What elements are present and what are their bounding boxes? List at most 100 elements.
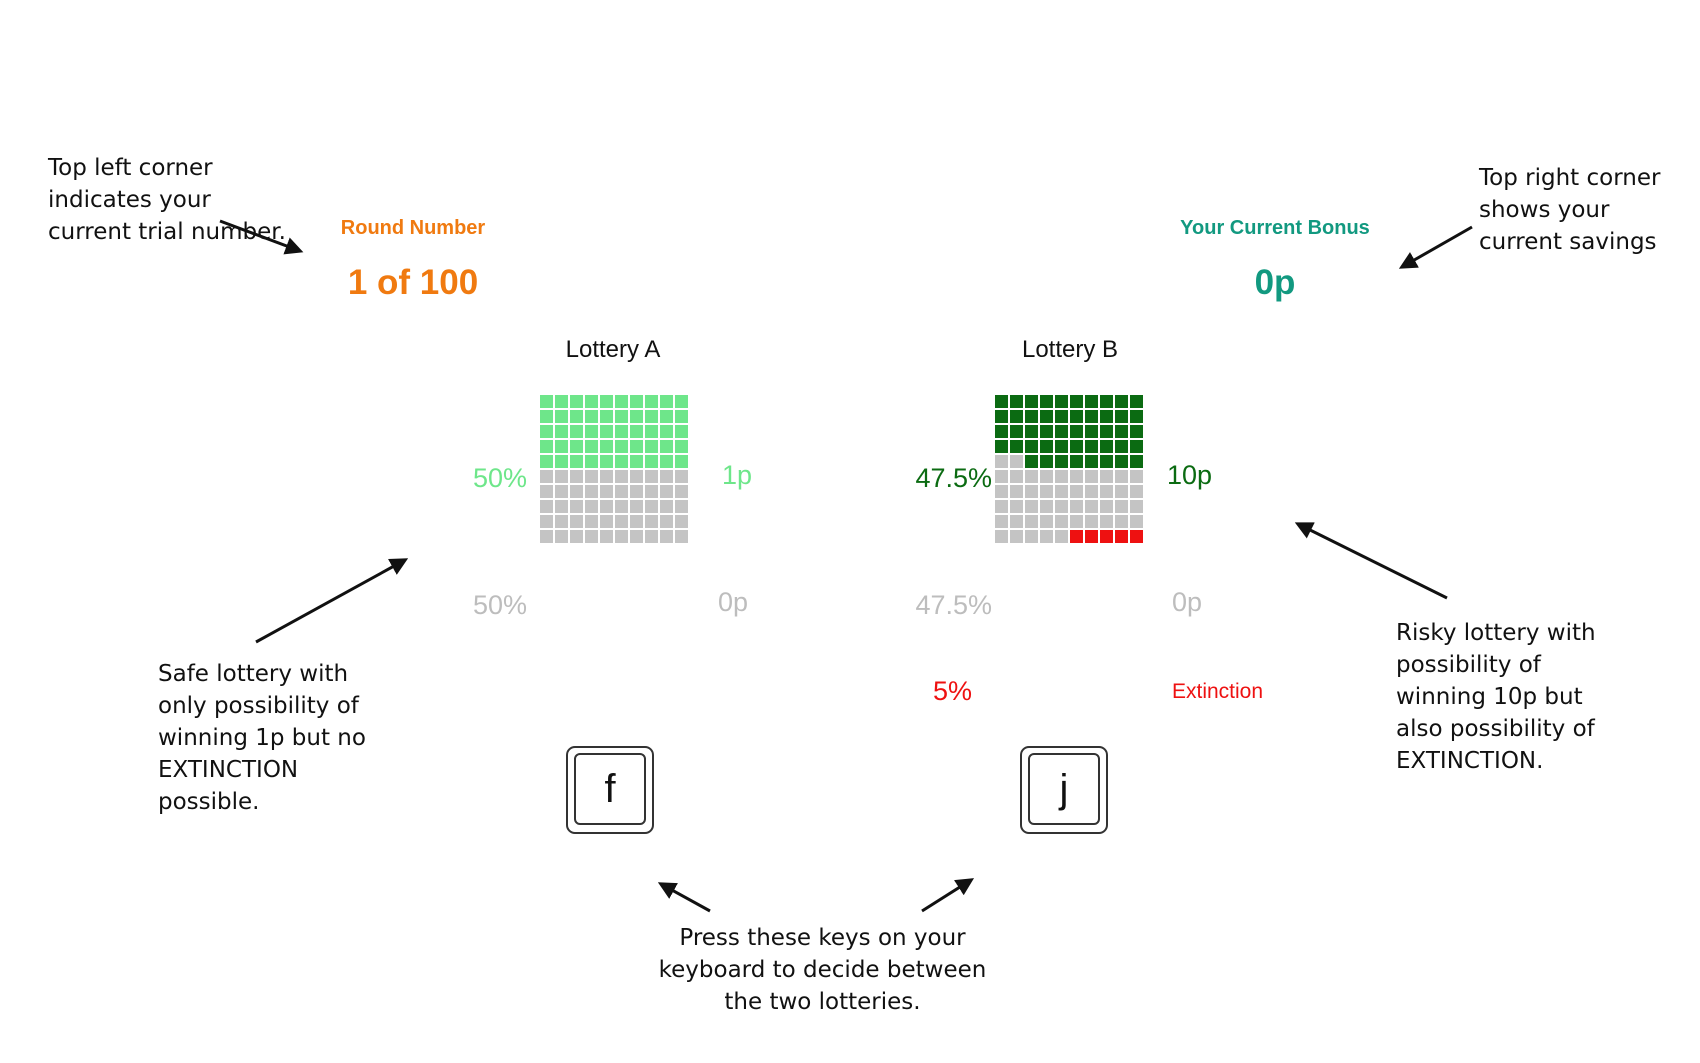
grid-cell-lose — [675, 470, 688, 483]
grid-cell-win — [555, 425, 568, 438]
grid-cell-win — [1070, 425, 1083, 438]
grid-cell-lose — [1130, 485, 1143, 498]
grid-cell-lose — [675, 500, 688, 513]
grid-cell-win — [1070, 395, 1083, 408]
grid-cell-win — [600, 455, 613, 468]
grid-cell-lose — [615, 470, 628, 483]
grid-cell-lose — [645, 500, 658, 513]
grid-cell-lose — [1040, 470, 1053, 483]
grid-cell-lose — [1085, 485, 1098, 498]
grid-cell-win — [1040, 410, 1053, 423]
grid-cell-lose — [1025, 485, 1038, 498]
lottery-b-win-amount: 10p — [1167, 460, 1213, 490]
grid-cell-win — [540, 410, 553, 423]
grid-cell-win — [1025, 425, 1038, 438]
note-keys: Press these keys on your keyboard to dec… — [658, 925, 987, 1015]
grid-cell-lose — [645, 485, 658, 498]
lottery-a-lose-pct: 50% — [472, 590, 527, 620]
current-bonus-label: Your Current Bonus — [1180, 217, 1370, 239]
grid-cell-win — [1040, 395, 1053, 408]
grid-cell-lose — [600, 485, 613, 498]
grid-cell-win — [1010, 440, 1023, 453]
grid-cell-lose — [1040, 530, 1053, 543]
grid-cell-win — [1115, 410, 1128, 423]
lottery-a-lose-amount: 0p — [718, 587, 749, 617]
grid-cell-win — [540, 455, 553, 468]
grid-cell-lose — [540, 500, 553, 513]
grid-cell-win — [615, 455, 628, 468]
grid-cell-lose — [1040, 485, 1053, 498]
grid-cell-win — [645, 440, 658, 453]
j-key[interactable]: j — [1020, 746, 1108, 834]
grid-cell-win — [630, 425, 643, 438]
grid-cell-lose — [600, 515, 613, 528]
grid-cell-win — [1115, 455, 1128, 468]
grid-cell-lose — [555, 485, 568, 498]
grid-cell-win — [630, 410, 643, 423]
grid-cell-lose — [570, 485, 583, 498]
grid-cell-win — [1100, 455, 1113, 468]
grid-cell-win — [570, 395, 583, 408]
grid-cell-win — [600, 425, 613, 438]
note-top-right: Top right corner shows your current savi… — [1479, 165, 1661, 255]
grid-cell-win — [1040, 440, 1053, 453]
grid-cell-lose — [995, 455, 1008, 468]
grid-cell-lose — [1130, 500, 1143, 513]
grid-cell-lose — [1055, 470, 1068, 483]
f-key[interactable]: f — [566, 746, 654, 834]
grid-cell-win — [660, 440, 673, 453]
grid-cell-win — [1085, 455, 1098, 468]
grid-cell-lose — [675, 530, 688, 543]
grid-cell-lose — [645, 515, 658, 528]
grid-cell-extinction — [1070, 530, 1083, 543]
grid-cell-win — [555, 440, 568, 453]
grid-cell-lose — [660, 515, 673, 528]
grid-cell-lose — [1115, 515, 1128, 528]
grid-cell-lose — [675, 485, 688, 498]
grid-cell-lose — [1010, 470, 1023, 483]
grid-cell-lose — [1010, 455, 1023, 468]
arrow-risky — [1294, 522, 1448, 600]
grid-cell-lose — [1100, 500, 1113, 513]
round-number-value: 1 of 100 — [347, 263, 479, 302]
grid-cell-win — [1055, 455, 1068, 468]
grid-cell-lose — [1100, 470, 1113, 483]
grid-cell-lose — [540, 515, 553, 528]
grid-cell-win — [1130, 425, 1143, 438]
grid-cell-win — [1085, 410, 1098, 423]
grid-cell-lose — [660, 485, 673, 498]
grid-cell-lose — [1010, 500, 1023, 513]
grid-cell-lose — [585, 515, 598, 528]
grid-cell-lose — [570, 500, 583, 513]
grid-cell-win — [615, 425, 628, 438]
grid-cell-win — [1100, 395, 1113, 408]
grid-cell-win — [1010, 410, 1023, 423]
grid-cell-win — [585, 395, 598, 408]
grid-cell-win — [1010, 395, 1023, 408]
note-safe-lottery: Safe lottery with only possibility of wi… — [158, 661, 366, 815]
grid-cell-lose — [995, 470, 1008, 483]
grid-cell-lose — [1040, 500, 1053, 513]
grid-cell-win — [675, 410, 688, 423]
round-number-label: Round Number — [340, 217, 486, 239]
grid-cell-lose — [660, 470, 673, 483]
lottery-b-grid[interactable] — [995, 395, 1143, 543]
grid-cell-lose — [585, 470, 598, 483]
grid-cell-lose — [1070, 485, 1083, 498]
grid-cell-lose — [540, 470, 553, 483]
grid-cell-lose — [600, 470, 613, 483]
grid-cell-lose — [995, 485, 1008, 498]
grid-cell-win — [1055, 440, 1068, 453]
grid-cell-lose — [1040, 515, 1053, 528]
grid-cell-win — [1100, 425, 1113, 438]
grid-cell-lose — [540, 530, 553, 543]
grid-cell-lose — [540, 485, 553, 498]
j-key-label: j — [1028, 753, 1100, 825]
grid-cell-lose — [1070, 470, 1083, 483]
lottery-a-grid[interactable] — [540, 395, 688, 543]
grid-cell-win — [645, 425, 658, 438]
grid-cell-win — [630, 395, 643, 408]
lottery-a-win-amount: 1p — [722, 460, 753, 490]
grid-cell-win — [645, 410, 658, 423]
grid-cell-win — [995, 395, 1008, 408]
